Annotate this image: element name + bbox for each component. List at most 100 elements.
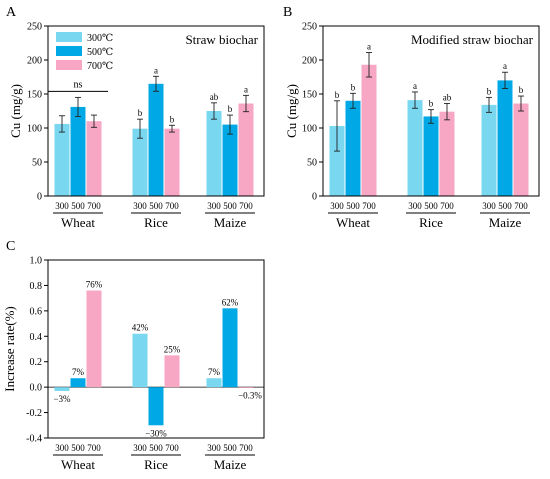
y-tick-label: 250 (302, 22, 317, 33)
y-tick-label: -0.2 (26, 408, 42, 419)
bar-wheat-500 (345, 100, 361, 196)
bar-maize-500 (497, 80, 513, 196)
bar-maize-700 (238, 387, 254, 388)
x-tick-label: 700 (165, 443, 179, 453)
y-tick-label: 1.0 (30, 256, 43, 267)
group-label: Wheat (61, 215, 95, 230)
y-tick-label: 100 (27, 124, 42, 135)
y-tick-label: 0.8 (30, 281, 43, 292)
bar-maize-300 (206, 111, 222, 196)
bar-wheat-300 (329, 125, 345, 196)
y-tick-label: 0.4 (30, 332, 43, 343)
data-label: 76% (86, 280, 103, 290)
y-tick-label: 0.2 (30, 357, 43, 368)
bar-rice-300 (407, 100, 423, 196)
bar-maize-700 (238, 103, 254, 196)
x-tick-label: 700 (87, 201, 101, 211)
significance-letter: a (503, 61, 507, 71)
panel-letter: B (283, 5, 292, 20)
x-tick-label: 500 (223, 443, 237, 453)
group-label: Wheat (336, 215, 370, 230)
group-label: Rice (419, 215, 443, 230)
bar-maize-500 (222, 308, 238, 388)
significance-letter: b (429, 99, 434, 109)
significance-letter: b (138, 108, 143, 118)
y-tick-label: 150 (27, 90, 42, 101)
group-label: Maize (489, 215, 522, 230)
x-tick-label: 700 (362, 201, 376, 211)
bar-maize-700 (513, 103, 529, 196)
x-tick-label: 500 (71, 443, 85, 453)
x-tick-label: 300 (330, 201, 344, 211)
x-tick-label: 500 (346, 201, 360, 211)
bar-rice-300 (132, 128, 148, 196)
legend-swatch (56, 32, 82, 42)
significance-letter: b (335, 90, 340, 100)
panel-title: Modified straw biochar (411, 32, 534, 47)
panel-title: Straw biochar (185, 32, 258, 47)
group-label: Maize (214, 457, 247, 472)
data-label: 25% (164, 344, 181, 354)
data-label: 7% (72, 367, 85, 377)
data-label: −3% (53, 394, 71, 404)
bar-rice-700 (164, 128, 180, 196)
x-tick-label: 300 (133, 443, 147, 453)
bar-wheat-700 (361, 64, 377, 196)
y-tick-label: 50 (307, 158, 317, 169)
y-tick-label: 150 (302, 90, 317, 101)
bar-wheat-700 (86, 121, 102, 196)
x-tick-label: 300 (482, 201, 496, 211)
y-tick-label: 50 (32, 158, 42, 169)
y-tick-label: 200 (27, 56, 42, 67)
x-tick-label: 500 (149, 201, 163, 211)
y-tick-label: 0 (312, 192, 317, 203)
y-axis-label: Increase rate(%) (2, 306, 17, 392)
significance-letter: b (519, 85, 524, 95)
x-tick-label: 500 (498, 201, 512, 211)
bar-maize-500 (222, 124, 238, 196)
significance-letter: a (413, 81, 417, 91)
x-tick-label: 700 (239, 201, 253, 211)
y-tick-label: 200 (302, 56, 317, 67)
x-tick-label: 700 (440, 201, 454, 211)
panel-letter: C (6, 239, 15, 254)
x-tick-label: 700 (514, 201, 528, 211)
bar-rice-700 (439, 111, 455, 196)
plot-frame (47, 25, 265, 197)
y-tick-label: 0.6 (30, 306, 43, 317)
significance-letter: b (170, 114, 175, 124)
x-tick-label: 300 (55, 443, 69, 453)
x-tick-label: 300 (133, 201, 147, 211)
data-label: −30% (145, 428, 167, 438)
significance-letter: ab (210, 92, 219, 102)
panel-c: C-0.4-0.20.00.20.40.60.81.0−3%7%76%300 50… (2, 239, 265, 472)
bar-wheat-300 (54, 387, 70, 391)
group-label: Maize (214, 215, 247, 230)
x-tick-label: 500 (149, 443, 163, 453)
significance-letter: b (351, 82, 356, 92)
bar-rice-500 (148, 83, 164, 196)
significance-letter: ab (443, 93, 452, 103)
y-tick-label: -0.4 (26, 434, 42, 445)
group-label: Wheat (61, 457, 95, 472)
x-tick-label: 700 (239, 443, 253, 453)
x-tick-label: 300 (207, 201, 221, 211)
data-label: −0.3% (238, 391, 262, 401)
plot-frame (47, 259, 265, 439)
data-label: 7% (208, 367, 221, 377)
panel-letter: A (6, 5, 17, 20)
y-tick-label: 0.0 (30, 383, 43, 394)
legend-swatch (56, 46, 82, 56)
bar-wheat-500 (70, 378, 86, 388)
bar-rice-700 (164, 355, 180, 388)
x-tick-label: 300 (207, 443, 221, 453)
legend-label: 500℃ (87, 47, 113, 58)
group-label: Rice (144, 457, 168, 472)
y-tick-label: 0 (37, 192, 42, 203)
significance-letter: a (244, 84, 248, 94)
y-axis-label: Cu (mg/g) (8, 84, 23, 138)
